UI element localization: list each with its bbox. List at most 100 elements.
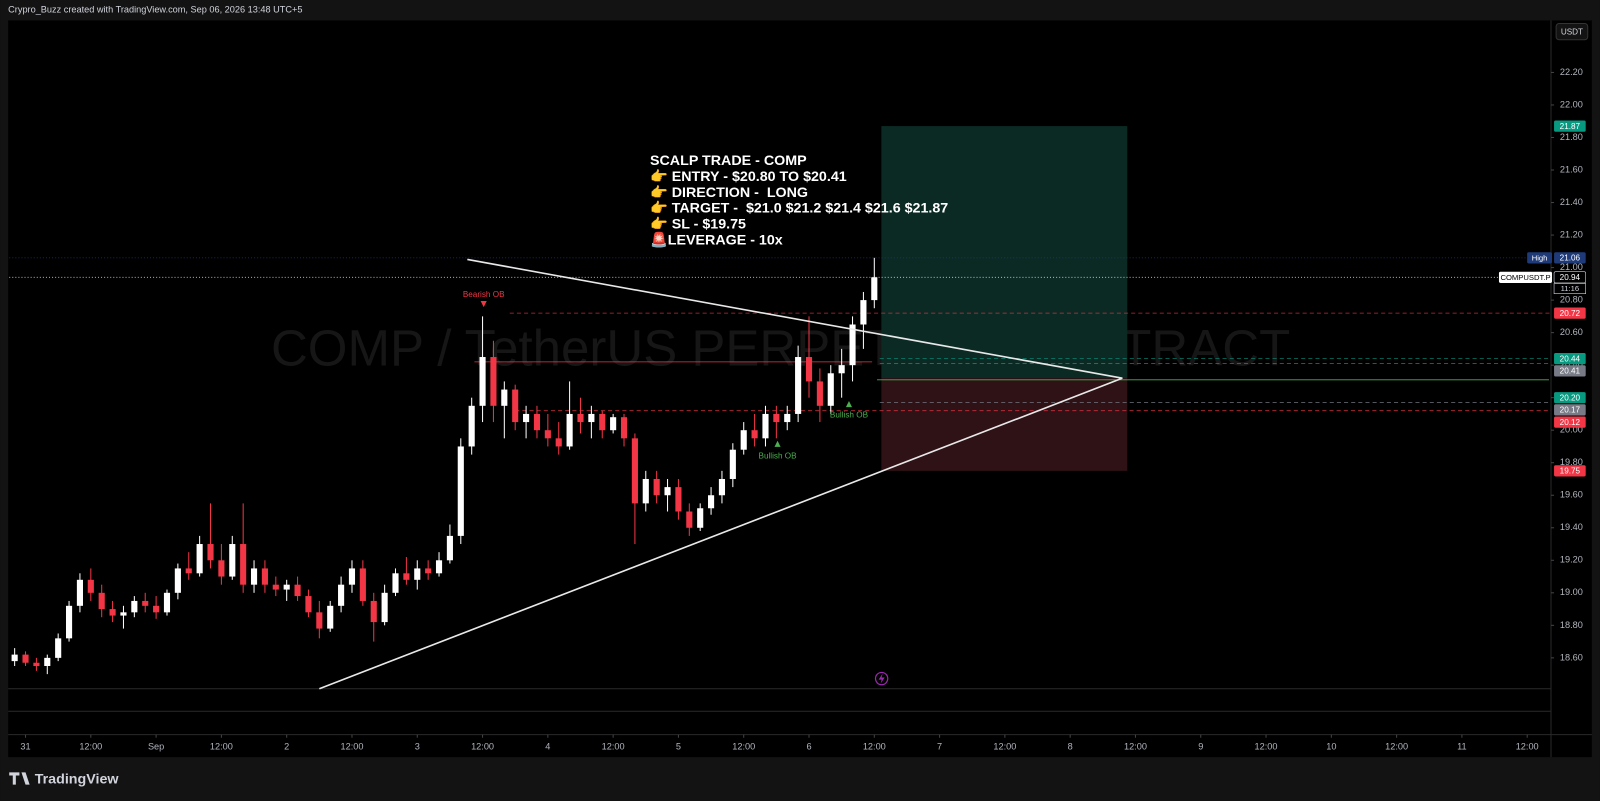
candle-body: [686, 511, 693, 528]
price-tag: [1553, 271, 1587, 284]
x-tick-label: 4: [545, 741, 550, 751]
y-tick-label: 18.60: [1560, 652, 1583, 662]
alert-icon-bolt[interactable]: [878, 673, 885, 684]
candle-body: [751, 430, 758, 439]
alert-icon[interactable]: [874, 671, 889, 686]
x-tick-label: 8: [1068, 741, 1073, 751]
candle-body: [599, 413, 606, 431]
candle-body: [577, 413, 584, 423]
y-tick-label: 21.60: [1560, 164, 1583, 174]
candle-body: [675, 487, 682, 512]
candle-body: [185, 568, 192, 574]
candle-body: [348, 568, 356, 585]
y-tick-label: 19.40: [1560, 522, 1583, 532]
candle-body: [370, 600, 377, 623]
price-tag-label: 21.06: [1560, 253, 1581, 262]
candle-body: [827, 373, 834, 406]
candle-body: [163, 592, 171, 613]
x-tick-label: 7: [937, 741, 942, 751]
y-tick-label: 19.20: [1560, 555, 1583, 565]
trendline: [319, 377, 1123, 690]
candle-body: [566, 413, 573, 447]
zone-label: Bearish OB: [463, 290, 505, 299]
logo-mark[interactable]: [9, 772, 30, 785]
y-tick-label: 19.00: [1560, 587, 1583, 597]
candle-body: [555, 438, 562, 447]
currency[interactable]: USDT: [1561, 27, 1583, 36]
x-tick-label: 12:00: [340, 741, 363, 751]
header: Crypro_Buzz created with TradingView.com…: [8, 5, 302, 15]
candle-body: [229, 544, 236, 577]
price-tag-title: COMPUSDT.P: [1500, 273, 1550, 282]
candle-body: [327, 605, 334, 629]
price-tag-label: 21.87: [1560, 122, 1581, 131]
candle-body: [871, 277, 878, 301]
candle-body: [718, 478, 726, 496]
x-tick-label: 12:00: [210, 741, 233, 751]
candle-body: [653, 478, 660, 496]
price-tag-title-box: [1498, 271, 1553, 283]
x-tick-label: 9: [1198, 741, 1203, 751]
x-tick-label: 6: [806, 741, 811, 751]
price-tag-label: 20.12: [1560, 418, 1581, 427]
candle-body: [664, 487, 671, 496]
price-tag-title-box: [1527, 252, 1553, 264]
x-tick-label: Sep: [148, 741, 164, 751]
countdown: 11:16: [1561, 284, 1580, 293]
y-tick-label: 19.60: [1560, 490, 1583, 500]
candle-body: [435, 560, 443, 574]
candle-body: [490, 357, 497, 406]
candle-body: [381, 592, 388, 623]
candle-body: [283, 584, 290, 590]
x-tick-label: 12:00: [1385, 741, 1408, 751]
candle-body: [816, 381, 823, 406]
logo-text[interactable]: TradingView: [35, 771, 120, 787]
candle-body: [250, 568, 258, 585]
zone-label: Bullish OB: [830, 410, 869, 419]
y-tick-label: 20.40: [1560, 360, 1583, 370]
price-tag: [1554, 353, 1586, 365]
countdown-box: [1553, 283, 1587, 294]
x-tick-label: 11: [1457, 741, 1467, 751]
candle-body: [109, 609, 116, 616]
candle-body: [294, 584, 301, 597]
price-tag: [1554, 365, 1586, 377]
annotation-line: 🚨LEVERAGE - 10x: [650, 232, 783, 249]
candle-body: [338, 584, 345, 606]
candle-body: [414, 568, 421, 580]
candle-body: [403, 573, 410, 580]
candle-body: [196, 544, 203, 574]
y-tick-label: 21.80: [1560, 132, 1583, 142]
price-tag-title: High: [1532, 253, 1548, 262]
x-tick-label: 12:00: [1516, 741, 1539, 751]
price-tag-label: 20.41: [1560, 367, 1581, 376]
y-tick-label: 22.00: [1560, 99, 1583, 109]
price-tag: [1554, 392, 1586, 404]
price-tag-label: 20.94: [1560, 273, 1581, 282]
price-tag-label: 20.44: [1560, 354, 1581, 363]
price-tag: [1554, 120, 1586, 132]
candle-body: [512, 389, 519, 423]
candle-body: [762, 413, 769, 439]
candle-body: [468, 405, 475, 447]
candle-body: [22, 654, 29, 663]
x-tick-label: 31: [20, 741, 30, 751]
x-tick-label: 12:00: [732, 741, 755, 751]
candle-body: [457, 446, 464, 536]
y-tick-label: 21.20: [1560, 229, 1583, 239]
candle-body: [153, 605, 160, 613]
candle-body: [708, 495, 715, 509]
candle-body: [446, 535, 453, 561]
candle-body: [240, 544, 247, 585]
x-tick-label: 12:00: [1124, 741, 1147, 751]
currency-box[interactable]: [1555, 22, 1589, 41]
annotation-line: 👉 DIRECTION - LONG: [650, 184, 808, 201]
price-tag-label: 20.20: [1560, 393, 1581, 402]
position-profit: [881, 126, 1128, 379]
candle-body: [87, 579, 94, 593]
candle-body: [120, 612, 127, 616]
candle-body: [11, 654, 18, 662]
candle-body: [142, 600, 149, 606]
x-tick-label: 12:00: [863, 741, 886, 751]
